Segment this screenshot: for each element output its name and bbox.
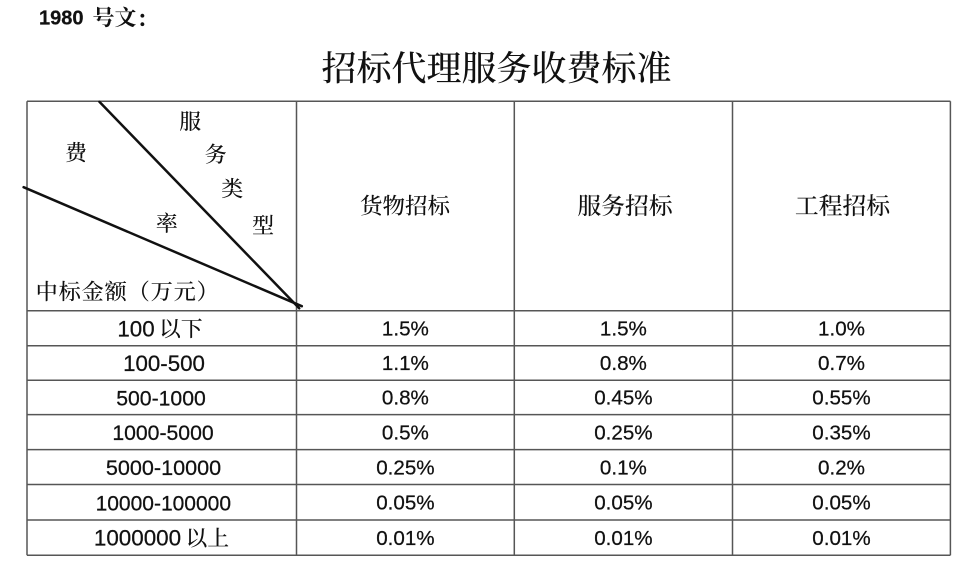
svg-text:0.35%: 0.35%	[812, 421, 870, 444]
svg-text:1.5%: 1.5%	[382, 318, 429, 341]
svg-text:1.0%: 1.0%	[818, 318, 865, 341]
svg-text:0.05%: 0.05%	[376, 492, 434, 515]
svg-text:0.01%: 0.01%	[812, 527, 870, 550]
svg-text:100-500: 100-500	[123, 351, 205, 376]
svg-text:0.5%: 0.5%	[382, 421, 429, 444]
svg-text:0.55%: 0.55%	[812, 387, 870, 410]
svg-text:0.2%: 0.2%	[818, 456, 865, 479]
svg-text:0.25%: 0.25%	[594, 421, 652, 444]
svg-text:0.8%: 0.8%	[382, 387, 429, 410]
svg-text:500-1000: 500-1000	[116, 388, 206, 411]
svg-text:0.25%: 0.25%	[376, 456, 434, 479]
svg-text:1.5%: 1.5%	[600, 318, 647, 341]
svg-text:1.1%: 1.1%	[382, 352, 429, 375]
svg-text:0.8%: 0.8%	[600, 352, 647, 375]
svg-text:0.01%: 0.01%	[376, 527, 434, 550]
svg-text:0.7%: 0.7%	[818, 352, 865, 375]
svg-text:0.05%: 0.05%	[594, 492, 652, 515]
svg-text:1000000: 1000000	[94, 526, 181, 551]
svg-text:0.01%: 0.01%	[594, 527, 652, 550]
svg-text:100: 100	[117, 316, 154, 341]
svg-text:0.45%: 0.45%	[594, 387, 652, 410]
svg-text:0.1%: 0.1%	[600, 456, 647, 479]
svg-text:10000-100000: 10000-100000	[96, 492, 231, 515]
svg-text:1000-5000: 1000-5000	[112, 422, 213, 445]
svg-text:1980: 1980	[39, 8, 84, 30]
svg-text:0.05%: 0.05%	[812, 492, 870, 515]
svg-text:5000-10000: 5000-10000	[106, 455, 221, 480]
